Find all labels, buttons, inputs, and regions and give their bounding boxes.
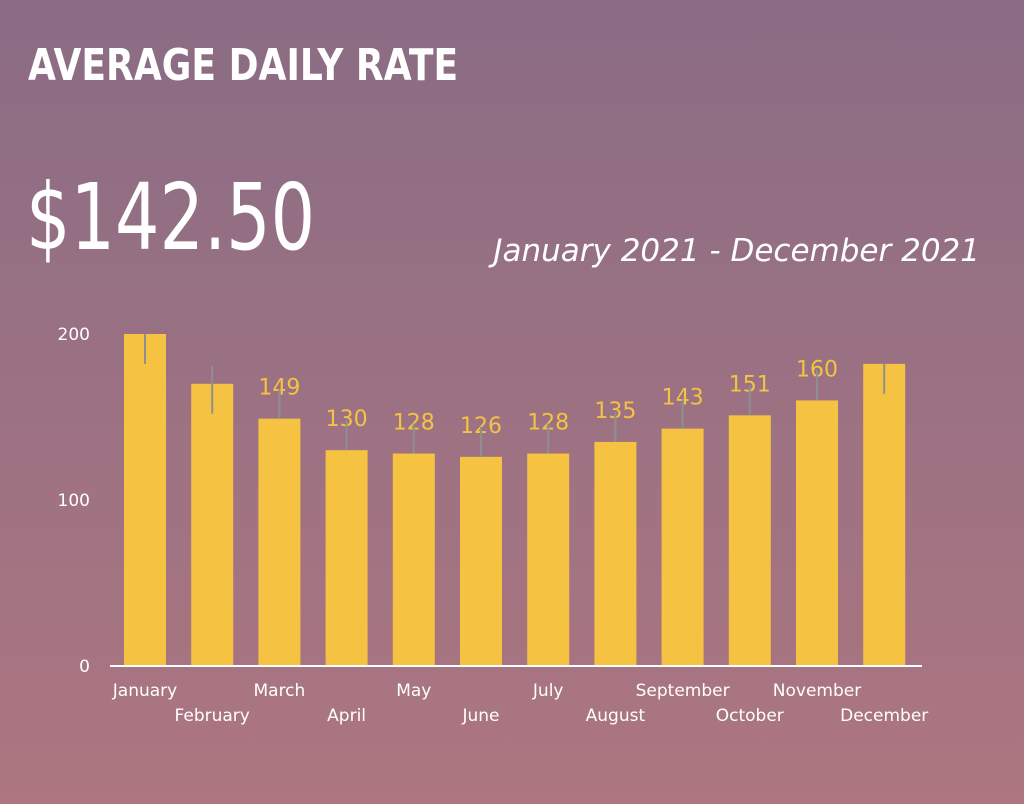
category-label-september: September <box>636 681 730 701</box>
bar-february <box>191 383 234 666</box>
bars-layer <box>124 334 906 666</box>
bar-november <box>796 400 838 666</box>
category-label-august: August <box>586 706 646 726</box>
value-label-january: 200 <box>124 377 166 402</box>
bar-june <box>460 456 502 666</box>
category-label-december: December <box>840 706 928 726</box>
average-rate-value: $142.50 <box>26 164 316 271</box>
category-label-april: April <box>327 706 366 726</box>
chart-title: AVERAGE DAILY RATE <box>28 40 459 91</box>
bar-august <box>594 441 637 666</box>
bar-january <box>124 334 166 666</box>
bar-september <box>661 428 704 666</box>
category-label-january: January <box>112 681 177 701</box>
bar-october <box>728 415 771 666</box>
category-label-july: July <box>532 681 564 701</box>
bar-may <box>392 453 435 666</box>
category-label-november: November <box>773 681 861 701</box>
category-label-june: June <box>461 706 499 726</box>
category-label-february: February <box>175 706 250 726</box>
bar-december <box>863 363 906 666</box>
category-label-march: March <box>253 681 305 701</box>
category-label-may: May <box>396 681 431 701</box>
date-range-subtitle: January 2021 - December 2021 <box>493 233 980 269</box>
y-tick-label-100: 100 <box>58 491 90 511</box>
bar-july <box>527 453 570 666</box>
y-tick-label-200: 200 <box>58 325 90 345</box>
category-label-october: October <box>716 706 784 726</box>
y-tick-label-0: 0 <box>79 657 90 677</box>
bar-april <box>325 450 368 666</box>
error-bars-layer <box>144 334 886 457</box>
bar-march <box>258 418 301 666</box>
